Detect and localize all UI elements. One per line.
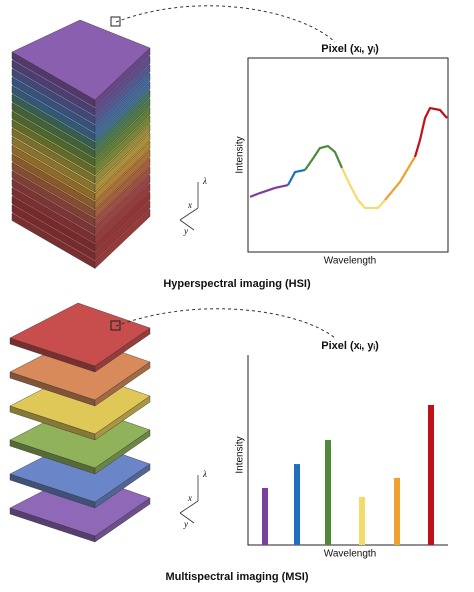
axis-arrow bbox=[179, 475, 199, 524]
spectrum-segment bbox=[341, 167, 386, 210]
plot-frame bbox=[247, 57, 449, 253]
bar bbox=[325, 439, 331, 545]
x-label: Wavelength bbox=[324, 256, 376, 267]
axis-label: x bbox=[187, 200, 192, 210]
layer-top bbox=[11, 19, 151, 101]
spectrum-segment bbox=[304, 144, 344, 171]
image-stacks bbox=[9, 19, 151, 543]
layer-top bbox=[9, 302, 151, 367]
spectrum-segment bbox=[249, 183, 289, 198]
pixel-label: Pixel (xᵢ, yᵢ) bbox=[321, 43, 379, 55]
y-label: Intensity bbox=[235, 436, 246, 473]
bar bbox=[262, 488, 268, 545]
axis-label: y bbox=[183, 519, 188, 529]
bar bbox=[359, 496, 365, 545]
caption: Hyperspectral imaging (HSI) bbox=[163, 278, 311, 290]
spectrum-segment bbox=[413, 106, 448, 158]
axis-label: x bbox=[187, 493, 192, 503]
caption: Multispectral imaging (MSI) bbox=[165, 571, 308, 583]
connector bbox=[115, 5, 336, 43]
pixel-box bbox=[110, 320, 121, 331]
axis-label: λ bbox=[202, 176, 207, 186]
y-label: Intensity bbox=[235, 136, 246, 173]
spectrum-segment bbox=[384, 156, 416, 201]
plot-axes bbox=[247, 355, 448, 546]
axis-label: y bbox=[183, 226, 188, 236]
pixel-box bbox=[110, 16, 121, 27]
spectrum-segment bbox=[287, 168, 306, 186]
axis-arrow bbox=[179, 182, 199, 231]
pixel-label: Pixel (xᵢ, yᵢ) bbox=[321, 340, 379, 352]
x-label: Wavelength bbox=[324, 549, 376, 560]
bar bbox=[428, 404, 434, 545]
axis-label: λ bbox=[202, 469, 207, 479]
bar bbox=[394, 477, 400, 545]
bar bbox=[294, 464, 300, 545]
